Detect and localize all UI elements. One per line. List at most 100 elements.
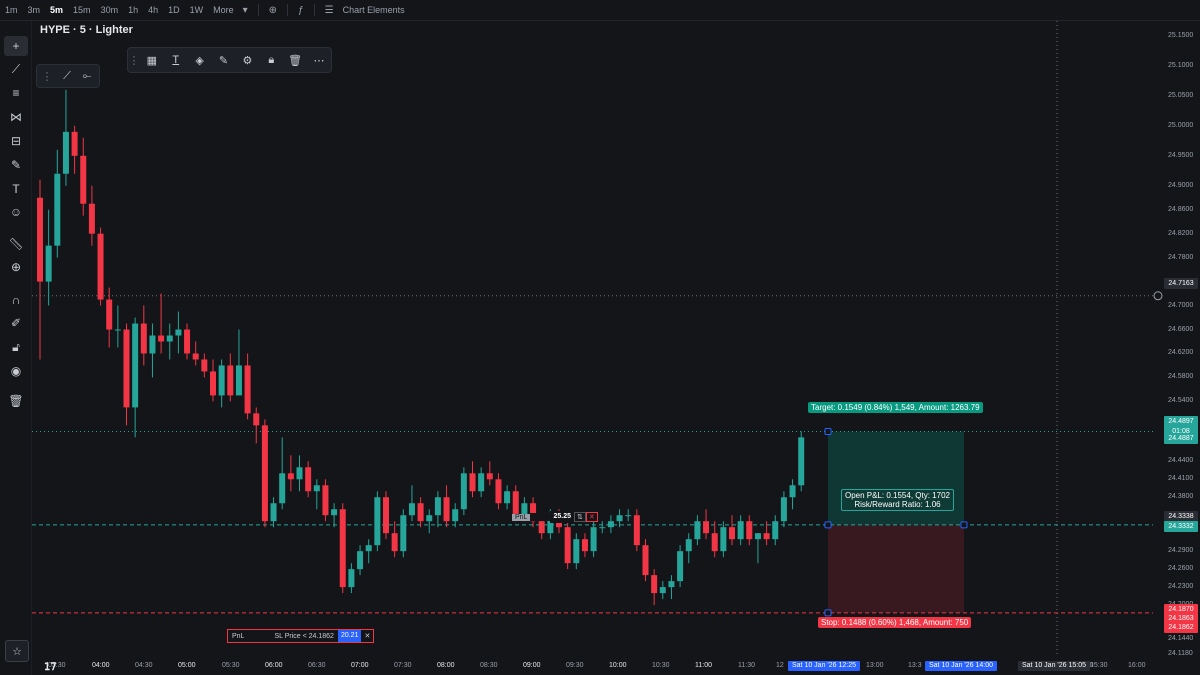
ray-tool-icon[interactable]: ⟜ (82, 69, 92, 82)
position-order-line-label[interactable]: PnL 25.25 ⇅ ✕ (512, 511, 598, 523)
position-qty-label[interactable]: 25.25 (550, 511, 574, 523)
price-tick: 24.6200 (1168, 349, 1194, 357)
candle-body (261, 425, 268, 522)
candle-body (313, 485, 320, 492)
candle-body (564, 527, 571, 564)
timeframe-1D[interactable]: 1D (168, 5, 180, 15)
drag-handle[interactable] (960, 521, 968, 529)
trash-icon[interactable]: 🗑︎ (288, 54, 303, 67)
drag-handle[interactable] (824, 428, 832, 436)
projection-icon[interactable]: ⊟ (10, 134, 22, 148)
emoji-icon[interactable]: ☺ (9, 205, 23, 219)
timeframe-5m[interactable]: 5m (50, 5, 64, 15)
more-options-icon[interactable]: ⋯ (313, 54, 325, 67)
pattern-icon[interactable]: ⋈ (10, 110, 22, 124)
trash-icon[interactable]: 🗑︎ (8, 394, 24, 408)
divider (287, 4, 289, 16)
divider (313, 4, 315, 16)
time-axis[interactable]: 03:30 04:00 04:30 05:00 05:30 06:00 06:30 07:00… (32, 656, 1153, 675)
chevron-down-icon[interactable]: ▾ (242, 4, 248, 16)
chart-elements-button[interactable]: Chart Elements (342, 5, 405, 15)
function-icon[interactable]: ƒ (298, 4, 304, 16)
time-tick: 05:30 (222, 662, 240, 669)
template-icon[interactable]: ▦ (146, 54, 158, 67)
timeframe-30m[interactable]: 30m (100, 5, 119, 15)
time-tick: 11:30 (738, 662, 755, 669)
candle-body (426, 515, 433, 522)
more-timeframes-button[interactable]: More (213, 5, 234, 15)
lock-draw-icon[interactable]: ✐ (10, 316, 22, 330)
reverse-icon[interactable]: ⇅ (574, 512, 586, 522)
settings-icon[interactable]: ⚙ (242, 54, 253, 67)
target-countdown-label: 01:08 (1164, 426, 1198, 437)
time-range-label: Sat 10 Jan '26 14:00 (925, 661, 997, 671)
timeframe-3m[interactable]: 3m (27, 5, 41, 15)
sl-qty-label[interactable]: 20.21 (337, 630, 362, 642)
candle-body (210, 371, 216, 396)
text-icon[interactable]: T (12, 182, 20, 196)
candle-body (62, 131, 69, 174)
magnet-icon[interactable]: ∩ (11, 293, 21, 307)
lock-icon[interactable]: 🔓︎ (12, 339, 20, 354)
ruler-icon[interactable]: 📏︎ (8, 237, 24, 251)
zoom-icon[interactable]: ⊕ (10, 260, 22, 274)
line-color-icon[interactable]: ✎ (218, 54, 229, 67)
candle-body (651, 575, 658, 594)
candle-body (218, 365, 225, 396)
candle-body (97, 233, 104, 300)
drag-handle-icon[interactable]: ⋮ (128, 54, 140, 67)
fib-icon[interactable]: ≡ (12, 86, 20, 100)
drag-handle[interactable] (824, 521, 832, 529)
price-axis[interactable]: 25.1500 25.1000 25.0500 25.0000 24.9500 24.90… (1153, 21, 1200, 657)
drawing-toolbar: + ⟋ ≡ ⋈ ⊟ ✎ T ☺ 📏︎ ⊕ ∩ ✐ 🔓︎ ◉ 🗑︎ (0, 21, 32, 675)
candle-body (166, 335, 173, 342)
text-color-icon[interactable]: T (172, 54, 180, 66)
candle-body (400, 515, 407, 552)
candle-body (123, 329, 130, 408)
drag-handle-icon[interactable]: ⋮ (41, 70, 53, 83)
open-pnl-box[interactable]: Open P&L: 0.1554, Qty: 1702 Risk/Reward … (841, 489, 954, 511)
candle-body (478, 473, 485, 492)
target-price-label: 24.4897 (1164, 416, 1198, 427)
timeframe-15m[interactable]: 15m (73, 5, 91, 15)
top-toolbar: 1m 3m 5m 15m 30m 1h 4h 1D 1W More ▾ ⊕ ƒ ☰ Chart … (0, 0, 1200, 21)
close-icon[interactable]: ✕ (364, 633, 371, 640)
timeframe-1m[interactable]: 1m (5, 5, 18, 15)
line-tool-icon[interactable]: ⟋ (63, 69, 71, 82)
time-tick: 10:00 (609, 662, 627, 669)
price-tick: 24.6600 (1168, 325, 1194, 333)
add-indicator-icon[interactable]: ⊕ (268, 4, 278, 16)
candle-body (71, 131, 78, 156)
candle-body (348, 569, 355, 588)
timeframe-4h[interactable]: 4h (148, 5, 159, 15)
candle-body (729, 527, 735, 540)
price-tick: 24.5400 (1168, 397, 1194, 405)
stop-label[interactable]: Stop: 0.1488 (0.60%) 1,468, Amount: 750 (818, 617, 972, 628)
close-icon[interactable]: ✕ (585, 512, 598, 522)
price-tick: 24.7000 (1168, 301, 1194, 309)
timeframe-1h[interactable]: 1h (128, 5, 139, 15)
candle-body (590, 527, 597, 552)
sl-order-line-label[interactable]: PnL SL Price < 24.1862 20.21 ✕ (227, 629, 375, 643)
lock-icon[interactable]: 🔒︎ (268, 53, 275, 66)
brush-icon[interactable]: ✎ (10, 158, 22, 172)
candle-body (365, 545, 372, 552)
favorite-star-icon[interactable]: ☆ (5, 640, 29, 662)
crosshair-icon[interactable]: + (4, 36, 28, 56)
target-label[interactable]: Target: 0.1549 (0.84%) 1,549, Amount: 12… (808, 402, 983, 413)
price-tick: 24.3800 (1168, 493, 1194, 501)
fill-bucket-icon[interactable]: ◈ (195, 54, 204, 67)
candle-body (88, 203, 95, 234)
timeframe-1W[interactable]: 1W (189, 5, 204, 15)
crosshair-price-label: 24.7163 (1164, 278, 1198, 289)
eye-icon[interactable]: ◉ (10, 364, 22, 378)
time-tick: 09:30 (566, 662, 584, 669)
drag-handle[interactable] (824, 609, 832, 617)
candle-body (45, 245, 52, 282)
price-tick: 24.2900 (1168, 547, 1194, 555)
trend-line-icon[interactable]: ⟋ (11, 61, 21, 76)
candle-body (581, 539, 588, 552)
settings-sliders-icon[interactable]: ☰ (324, 4, 334, 16)
time-tick: 08:30 (480, 662, 498, 669)
